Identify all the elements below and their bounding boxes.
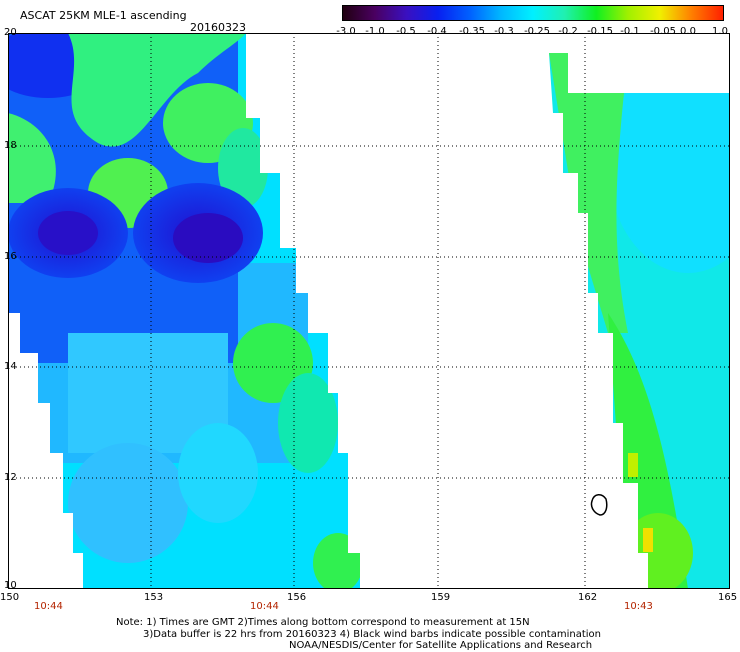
- colorbar-label: -0.4: [427, 26, 447, 37]
- lat-label: 14: [4, 361, 17, 372]
- lon-label: 159: [431, 592, 451, 603]
- colorbar-label: -0.1: [620, 26, 640, 37]
- swath-map: [8, 33, 730, 589]
- lat-label: 10: [4, 580, 17, 591]
- colorbar-label: -0.25: [524, 26, 550, 37]
- pass-time: 10:44: [250, 601, 279, 612]
- map-frame: [8, 33, 730, 589]
- right-swath: [549, 53, 730, 589]
- left-swath: [8, 33, 360, 589]
- lat-label: 12: [4, 472, 17, 483]
- colorbar-label: 1.0: [712, 26, 728, 37]
- lon-label: 153: [144, 592, 164, 603]
- note-line-1: Note: 1) Times are GMT 2)Times along bot…: [116, 617, 530, 628]
- colorbar-label: -0.5: [396, 26, 416, 37]
- colorbar-label: -0.3: [494, 26, 514, 37]
- lat-label: 18: [4, 140, 17, 151]
- colorbar-label: -0.2: [558, 26, 578, 37]
- lon-label: 156: [287, 592, 307, 603]
- colorbar-label: 0.0: [680, 26, 696, 37]
- lon-label: 162: [578, 592, 598, 603]
- pass-time: 10:44: [34, 601, 63, 612]
- colorbar-label: -0.15: [587, 26, 613, 37]
- product-title: ASCAT 25KM MLE-1 ascending: [20, 9, 187, 22]
- colorbar-label: -0.05: [650, 26, 676, 37]
- product-date: 20160323: [190, 21, 246, 34]
- note-line-3: NOAA/NESDIS/Center for Satellite Applica…: [289, 640, 593, 651]
- colorbar-label: -1.0: [365, 26, 385, 37]
- lon-label: 150: [0, 592, 20, 603]
- lon-label: 165: [718, 592, 738, 603]
- lat-label: 16: [4, 251, 17, 262]
- graticule: [8, 33, 730, 589]
- colorbar: [342, 5, 724, 21]
- note-line-2: 3)Data buffer is 22 hrs from 20160323 4)…: [143, 629, 601, 640]
- pass-time: 10:43: [624, 601, 653, 612]
- island-outline: [590, 494, 608, 516]
- colorbar-label: -0.35: [459, 26, 485, 37]
- lat-label: 20: [4, 27, 17, 38]
- colorbar-labels: -3.0 -1.0 -0.5 -0.4 -0.35 -0.3 -0.25 -0.…: [330, 26, 730, 38]
- colorbar-label: -3.0: [336, 26, 356, 37]
